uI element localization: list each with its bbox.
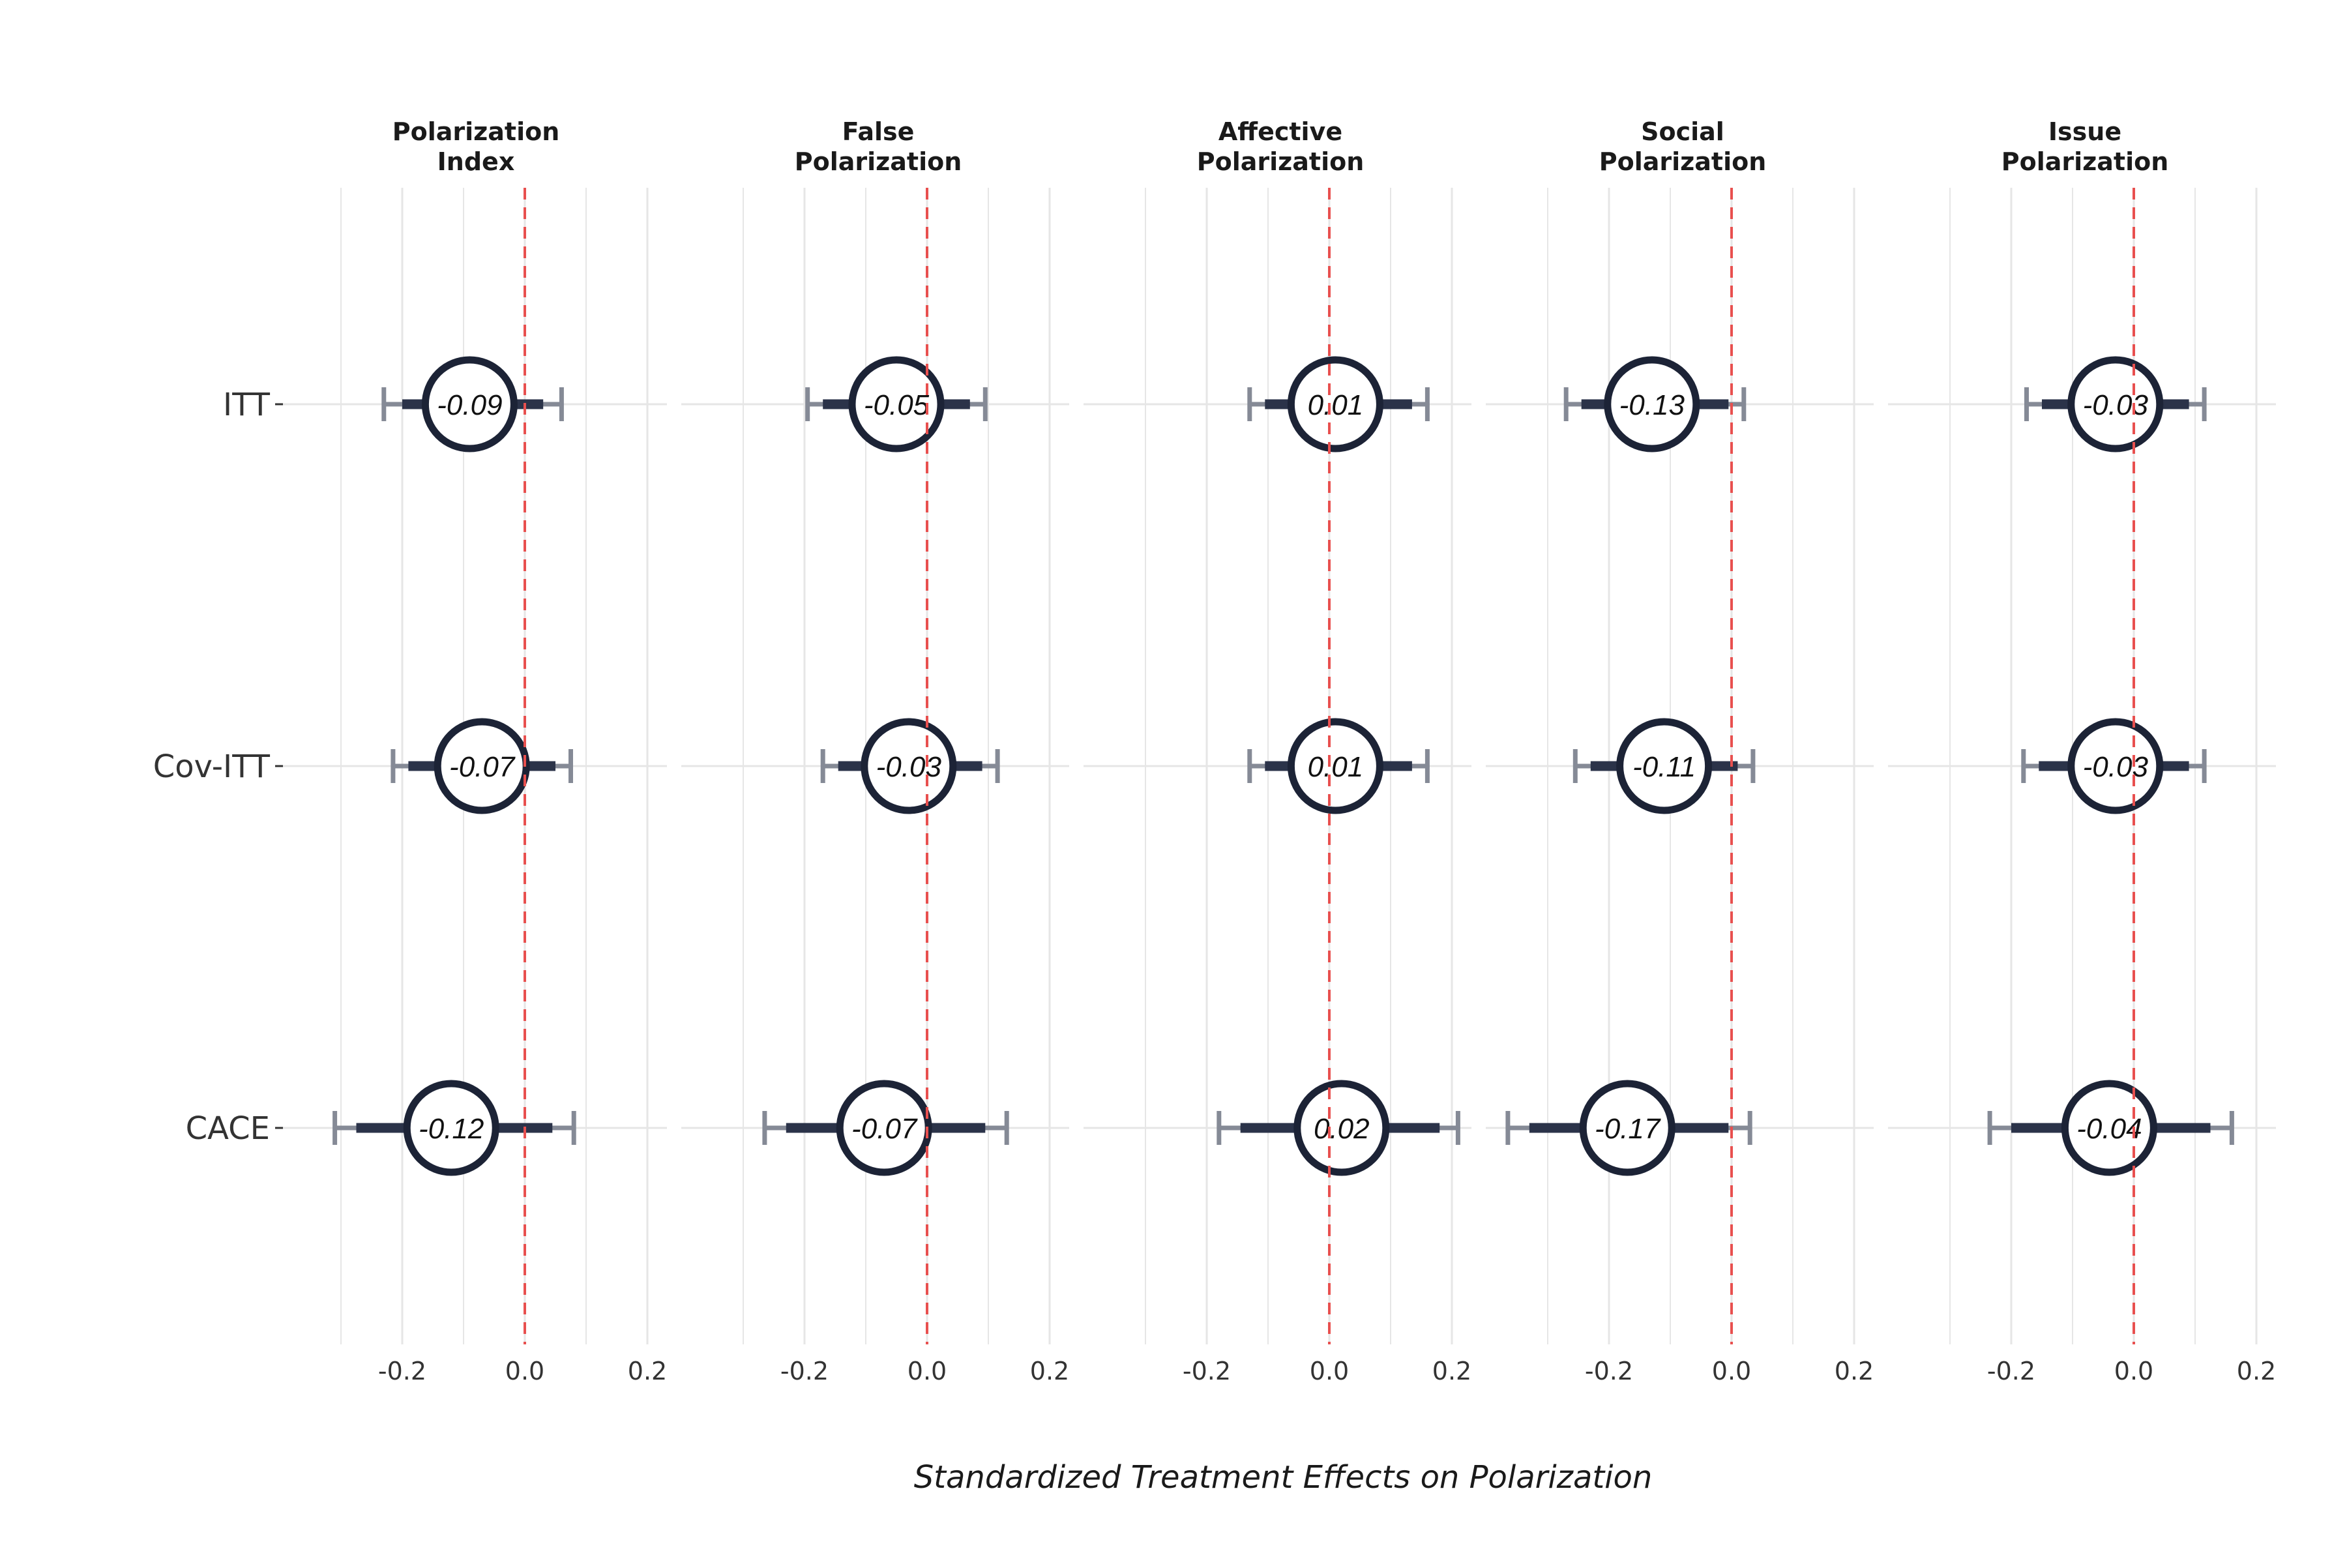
panel-title: Polarization Index (392, 117, 560, 176)
x-tick-label: 0.2 (1030, 1357, 1069, 1385)
estimate-label: -0.03 (876, 751, 942, 783)
y-row-label: Cov-ITT (153, 748, 271, 785)
estimate-point (1616, 718, 1713, 814)
panel-title-line: Polarization (1599, 147, 1767, 176)
x-tick-label: 0.0 (505, 1357, 544, 1385)
estimate-label: 0.02 (1314, 1113, 1370, 1145)
x-tick-label: -0.2 (378, 1357, 426, 1385)
estimate-point (403, 1080, 499, 1176)
estimate-label: -0.05 (864, 389, 930, 421)
estimate-label: 0.01 (1308, 751, 1364, 783)
x-tick-label: 0.0 (1310, 1357, 1349, 1385)
x-axis-title: Standardized Treatment Effects on Polari… (914, 1459, 1653, 1496)
x-tick-label: 0.0 (908, 1357, 947, 1385)
estimate-point (2067, 356, 2164, 452)
panel-title: Affective Polarization (1197, 117, 1365, 176)
x-tick-label: 0.0 (2114, 1357, 2153, 1385)
panel-title: Issue Polarization (2001, 117, 2169, 176)
panel-title-line: Issue (2048, 117, 2121, 146)
estimate-label: 0.01 (1308, 389, 1364, 421)
estimate-label: -0.11 (1632, 751, 1696, 783)
estimate-point (421, 356, 518, 452)
panel-title-line: Affective (1218, 117, 1342, 146)
estimate-point (1604, 356, 1700, 452)
panel-title-line: Polarization (392, 117, 560, 146)
estimate-point (848, 356, 945, 452)
panel-title-line: Polarization (2001, 147, 2169, 176)
x-tick-label: 0.2 (1432, 1357, 1471, 1385)
panel-title-line: Index (437, 147, 515, 176)
x-tick-label: 0.0 (1712, 1357, 1751, 1385)
y-row-label: CACE (186, 1110, 270, 1147)
estimate-point (1287, 718, 1383, 814)
estimate-label: -0.17 (1595, 1113, 1661, 1145)
panel-title-line: Polarization (1197, 147, 1365, 176)
estimate-label: -0.03 (2083, 751, 2149, 783)
x-tick-label: -0.2 (780, 1357, 829, 1385)
x-tick-label: -0.2 (1987, 1357, 2035, 1385)
panel-title-line: False (842, 117, 915, 146)
x-tick-label: 0.2 (628, 1357, 667, 1385)
estimate-point (1293, 1080, 1390, 1176)
estimate-point (1287, 356, 1383, 452)
panel-title-line: Social (1641, 117, 1724, 146)
panel-title: False Polarization (795, 117, 962, 176)
x-tick-label: 0.2 (1835, 1357, 1874, 1385)
estimate-label: -0.07 (449, 751, 516, 783)
x-tick-label: -0.2 (1585, 1357, 1633, 1385)
estimate-label: -0.04 (2076, 1113, 2142, 1145)
panel-title: Social Polarization (1599, 117, 1767, 176)
estimate-point (2067, 718, 2164, 814)
estimate-point (1579, 1080, 1675, 1176)
estimate-label: -0.07 (851, 1113, 918, 1145)
estimate-label: -0.13 (1619, 389, 1685, 421)
estimate-point (434, 718, 530, 814)
y-row-label: ITT (223, 387, 271, 423)
estimate-label: -0.09 (437, 389, 502, 421)
x-tick-label: -0.2 (1183, 1357, 1231, 1385)
estimate-point (861, 718, 957, 814)
estimate-point (836, 1080, 932, 1176)
estimate-label: -0.03 (2083, 389, 2149, 421)
x-tick-label: 0.2 (2237, 1357, 2276, 1385)
estimate-point (2061, 1080, 2157, 1176)
estimate-label: -0.12 (419, 1113, 484, 1145)
panel-title-line: Polarization (795, 147, 962, 176)
